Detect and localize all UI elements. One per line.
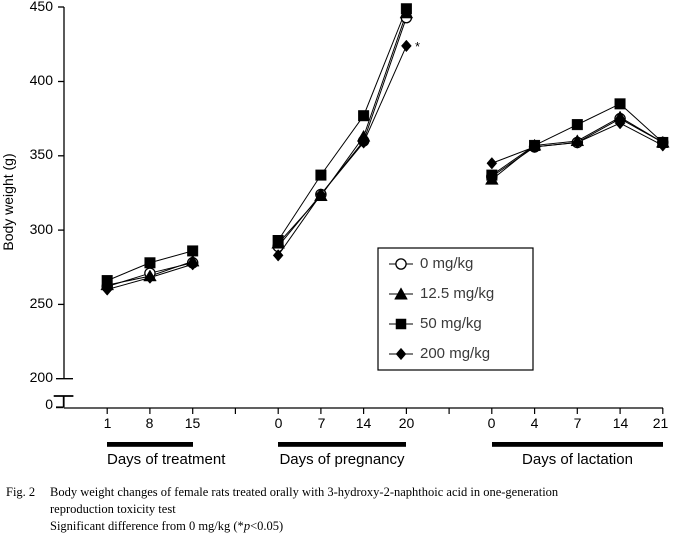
svg-text:*: * [415,39,420,54]
